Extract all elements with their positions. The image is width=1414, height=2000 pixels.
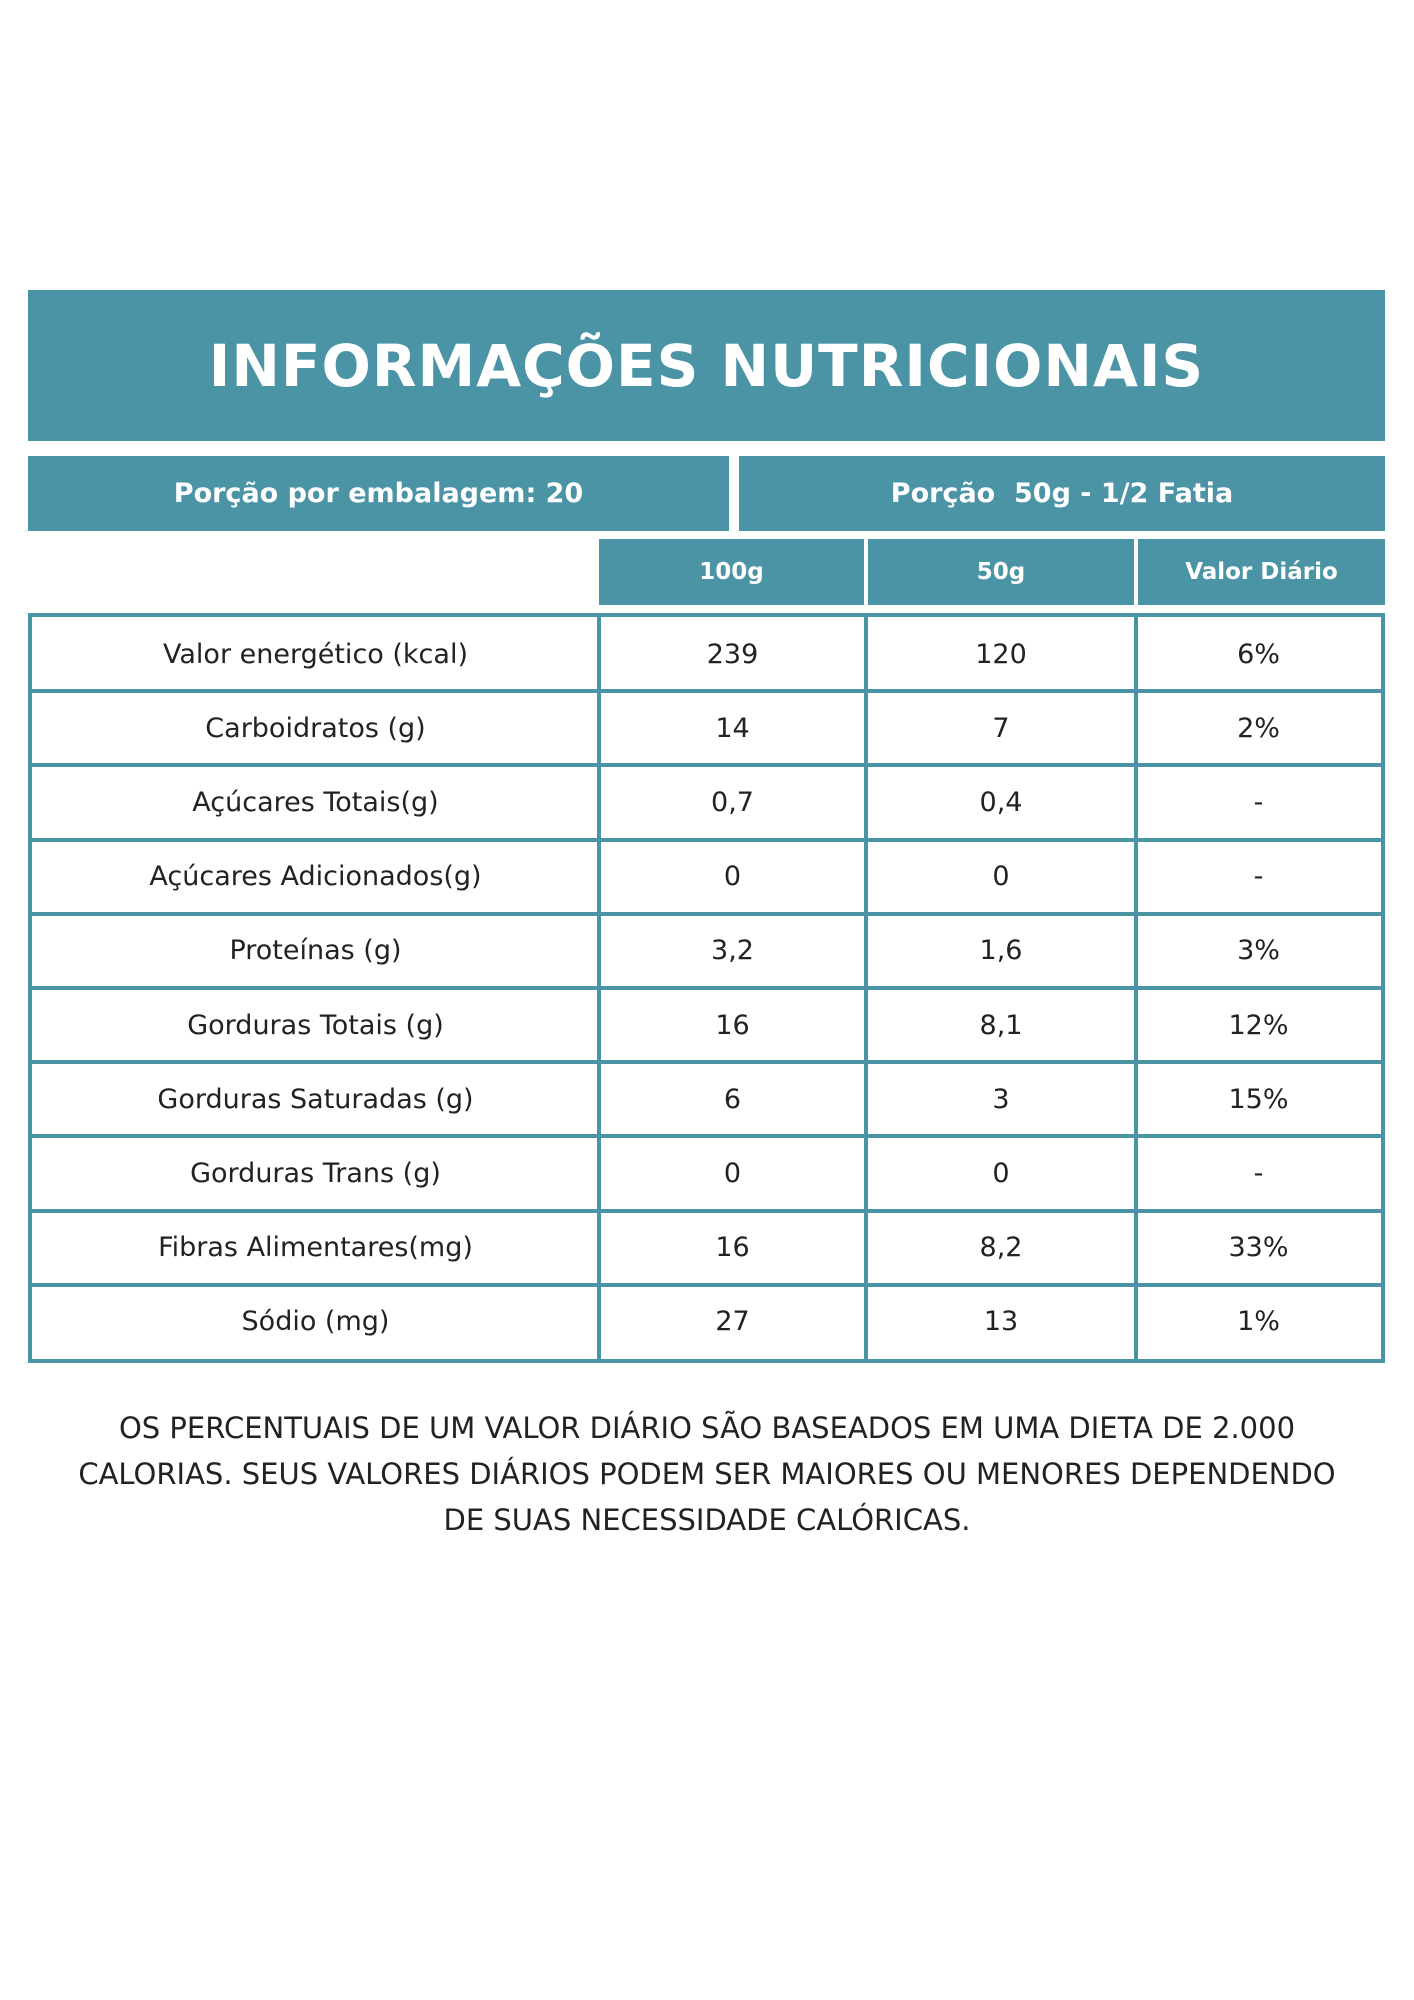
nutrient-value: 14 [715, 712, 750, 744]
nutrient-value: 0 [723, 1157, 742, 1189]
nutrient-value: 15% [1228, 1083, 1289, 1115]
nutrient-value: 6 [723, 1083, 742, 1115]
column-divider [597, 617, 601, 1359]
nutrient-value: 27 [715, 1306, 750, 1338]
portion-size-band: Porção 50g - 1/2 Fatia [739, 456, 1385, 531]
nutrient-value: 8,1 [979, 1009, 1023, 1041]
nutrient-name: Fibras Alimentares(mg) [158, 1232, 473, 1264]
nutrient-value: 0 [723, 861, 742, 893]
row-divider [32, 1208, 1381, 1213]
row-divider [32, 763, 1381, 768]
nutrient-name: Sódio (mg) [241, 1306, 390, 1338]
nutrient-name: Proteínas (g) [229, 935, 402, 967]
nutrient-value: 13 [983, 1306, 1019, 1338]
column-header: 50g [868, 539, 1134, 605]
nutrient-value: - [1253, 1157, 1264, 1189]
nutrient-value: 0,7 [711, 786, 754, 818]
nutrition-table: Valor energético (kcal) 239 120 6% Carboidra… [28, 613, 1385, 1363]
nutrient-name: Gorduras Trans (g) [190, 1157, 441, 1189]
nutrient-name: Açúcares Totais(g) [192, 786, 439, 818]
nutrient-value: 8,2 [979, 1232, 1023, 1264]
nutrient-value: 3,2 [711, 935, 754, 967]
nutrient-value: 0 [992, 1157, 1010, 1189]
row-divider [32, 1134, 1381, 1139]
column-divider [1134, 617, 1138, 1359]
nutrient-name: Gorduras Saturadas (g) [157, 1083, 474, 1115]
row-divider [32, 689, 1381, 694]
row-divider [32, 911, 1381, 916]
portion-size: Porção 50g - 1/2 Fatia [890, 478, 1234, 509]
footnote-line: CALORIAS. SEUS VALORES DIÁRIOS PODEM SER… [78, 1457, 1336, 1491]
nutrient-value: - [1253, 786, 1264, 818]
row-divider [32, 986, 1381, 990]
nutrient-value: 2% [1237, 712, 1280, 744]
row-divider [32, 837, 1381, 842]
title: INFORMAÇÕES NUTRICIONAIS [208, 331, 1205, 400]
nutrient-value: 120 [975, 638, 1027, 670]
title-band: INFORMAÇÕES NUTRICIONAIS [28, 290, 1385, 441]
nutrient-value: 7 [992, 712, 1010, 744]
row-divider [32, 1060, 1381, 1065]
nutrient-value: 16 [715, 1232, 750, 1264]
nutrient-name: Carboidratos (g) [205, 712, 426, 744]
nutrient-value: 1% [1237, 1306, 1280, 1338]
nutrient-value: 239 [706, 638, 759, 670]
nutrient-value: 1,6 [979, 935, 1023, 967]
nutrient-value: - [1253, 861, 1264, 893]
nutrient-value: 0 [992, 861, 1010, 893]
footnote: OS PERCENTUAIS DE UM VALOR DIÁRIO SÃO BA… [20, 1405, 1394, 1543]
nutrient-value: 3 [992, 1083, 1010, 1115]
footnote-line: OS PERCENTUAIS DE UM VALOR DIÁRIO SÃO BA… [118, 1411, 1296, 1445]
column-header: 100g [599, 539, 864, 605]
footnote-line: DE SUAS NECESSIDADE CALÓRICAS. [443, 1503, 971, 1537]
nutrient-value: 3% [1237, 935, 1280, 967]
nutrient-value: 16 [715, 1009, 750, 1041]
nutrient-value: 12% [1228, 1009, 1289, 1041]
row-divider [32, 1282, 1381, 1287]
column-divider [864, 617, 868, 1359]
column-header: Valor Diário [1138, 539, 1385, 605]
servings-band: Porção por embalagem: 20 [28, 456, 729, 531]
nutrient-name: Valor energético (kcal) [163, 638, 468, 670]
nutrient-value: 33% [1228, 1232, 1289, 1264]
nutrient-name: Gorduras Totais (g) [187, 1009, 444, 1041]
servings: Porção por embalagem: 20 [173, 478, 584, 509]
nutrient-value: 0,4 [979, 786, 1023, 818]
nutrient-value: 6% [1237, 638, 1280, 670]
nutrient-name: Açúcares Adicionados(g) [149, 861, 482, 893]
